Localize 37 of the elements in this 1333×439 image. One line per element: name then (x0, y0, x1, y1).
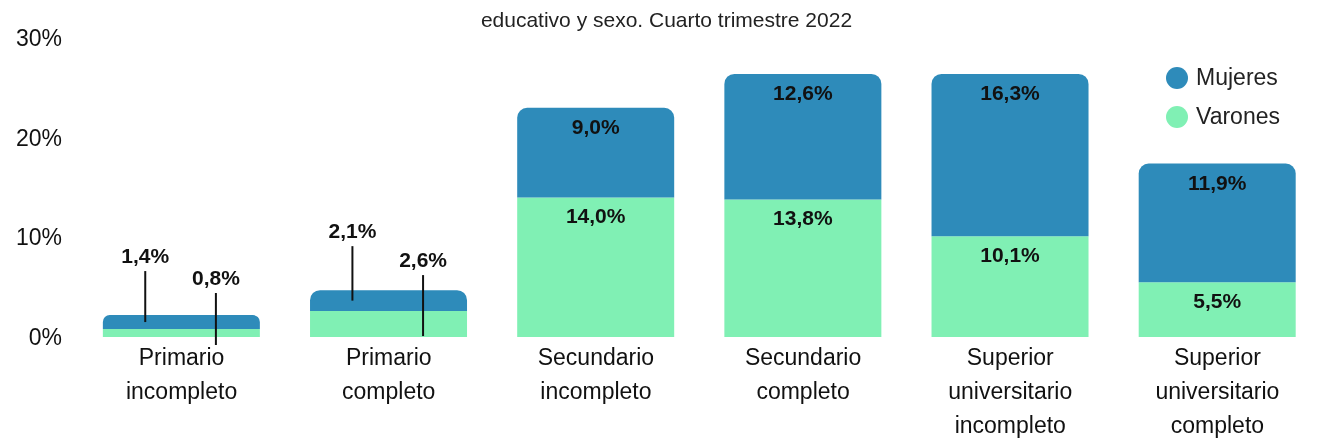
bar (724, 199, 882, 337)
bar (931, 236, 1089, 337)
bar (724, 73, 882, 200)
bar (310, 290, 468, 312)
data-label: 9,0% (571, 114, 620, 138)
x-tick-label: Superior universitario completo (1155, 344, 1280, 438)
data-label: 11,9% (1188, 170, 1247, 194)
chart-title: educativo y sexo. Cuarto trimestre 2022 (480, 8, 853, 31)
bar (1138, 163, 1296, 283)
x-tick-label: Superior universitario incompleto (948, 344, 1073, 438)
data-label: 2,6% (399, 248, 448, 272)
y-tick-label: 30% (15, 25, 62, 52)
x-tick-label: Secundario incompleto (537, 344, 655, 404)
data-label: 16,3% (980, 80, 1041, 104)
data-label: 10,1% (980, 243, 1041, 267)
data-label: 13,8% (773, 206, 833, 230)
bar (102, 329, 260, 337)
data-label: 1,4% (121, 244, 170, 268)
data-label: 0,8% (191, 266, 241, 290)
data-label: 5,5% (1193, 289, 1242, 313)
bar (1138, 282, 1296, 337)
x-tick-label: Primario completo (342, 344, 436, 404)
legend-label: Varones (1196, 103, 1280, 130)
y-tick-label: 10% (15, 224, 62, 251)
bar (310, 311, 468, 337)
bar (102, 315, 260, 330)
x-tick-label: Primario incompleto (125, 344, 238, 404)
x-tick-label: Secundario completo (744, 344, 862, 404)
legend-label: Mujeres (1196, 64, 1278, 91)
data-label: 12,6% (773, 80, 833, 104)
data-label: 14,0% (565, 204, 626, 228)
bar (931, 73, 1089, 237)
data-label: 2,1% (328, 219, 377, 243)
y-tick-label: 0% (28, 324, 62, 351)
bar (517, 197, 675, 337)
bar (517, 107, 675, 198)
y-tick-label: 20% (15, 124, 62, 151)
